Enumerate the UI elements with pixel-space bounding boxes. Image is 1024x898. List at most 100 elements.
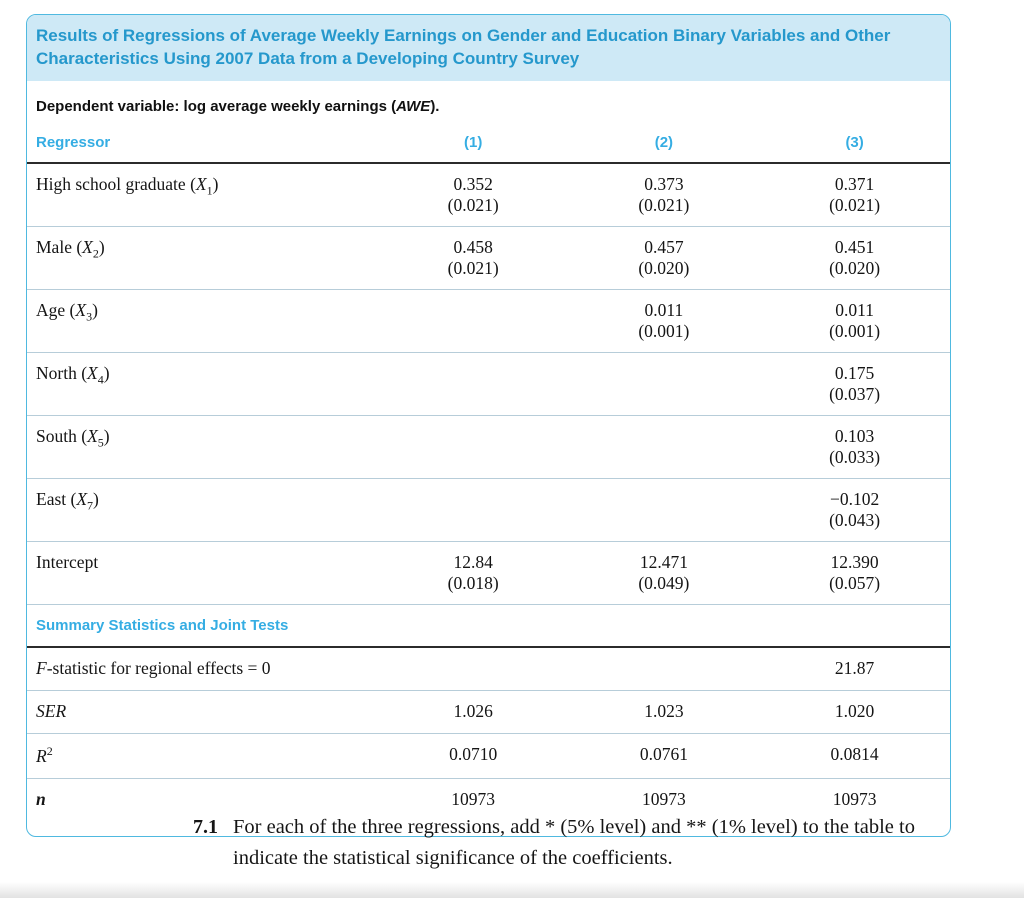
coefficient-cell: 0.457 (0.020) — [569, 226, 760, 289]
bottom-fade — [0, 882, 1024, 898]
column-header-3: (3) — [845, 133, 864, 151]
summary-row: R2 0.0710 0.0761 0.0814 — [27, 733, 950, 778]
coefficient-value: 0.011 — [644, 299, 684, 320]
coefficient-cell: 0.352 (0.021) — [378, 163, 569, 227]
table-row: Age (X3) 0.011 (0.001) 0.011 (0.001) — [27, 289, 950, 352]
statistic-label: n — [36, 788, 46, 809]
statistic-value: 10973 — [451, 788, 496, 809]
standard-error: (0.037) — [829, 383, 881, 404]
table-title: Results of Regressions of Average Weekly… — [27, 15, 950, 81]
standard-error: (0.020) — [829, 257, 881, 278]
coefficient-value: 12.84 — [453, 551, 493, 572]
table-row: Intercept 12.84 (0.018) 12.471 (0.049) 12.390… — [27, 541, 950, 604]
regressor-label: North (X4) — [36, 362, 110, 387]
standard-error: (0.001) — [829, 320, 881, 341]
dependent-variable-note: Dependent variable: log average weekly e… — [36, 98, 950, 115]
exercise-text: For each of the three regressions, add *… — [233, 816, 915, 869]
coefficient-cell — [569, 478, 760, 541]
standard-error: (0.021) — [638, 194, 690, 215]
regressor-label: South (X5) — [36, 425, 110, 450]
statistic-value: 21.87 — [834, 657, 875, 678]
coefficient-value: 0.175 — [834, 362, 875, 383]
coefficient-cell: 0.011 (0.001) — [759, 289, 950, 352]
coefficient-value: 0.011 — [835, 299, 874, 320]
table-row: East (X7) −0.102 (0.043) — [27, 478, 950, 541]
coefficient-value: 12.390 — [830, 551, 879, 572]
coefficient-cell: 0.451 (0.020) — [759, 226, 950, 289]
table-row: Male (X2) 0.458 (0.021) 0.457 (0.020) 0.451 (0… — [27, 226, 950, 289]
standard-error: (0.001) — [638, 320, 690, 341]
dependent-variable-prefix: Dependent variable: log average weekly e… — [36, 97, 397, 115]
statistic-value: 0.0761 — [639, 743, 688, 764]
regressor-label: High school graduate (X1) — [36, 173, 219, 198]
exercise-number: 7.1 — [193, 816, 218, 838]
coefficient-cell: 0.175 (0.037) — [759, 352, 950, 415]
dependent-variable-suffix: ). — [430, 97, 440, 115]
regression-table: Regressor (1) (2) (3) High school gradua… — [27, 115, 950, 836]
regressor-label: Intercept — [36, 551, 99, 572]
statistic-value: 0.0710 — [449, 743, 498, 764]
statistic-value: 1.020 — [834, 700, 875, 721]
coefficient-value: 0.352 — [453, 173, 493, 194]
exercise-item: 7.1 For each of the three regressions, a… — [193, 812, 959, 874]
coefficient-cell: 0.011 (0.001) — [569, 289, 760, 352]
statistic-label: R2 — [36, 743, 53, 766]
coefficient-value: 0.371 — [834, 173, 875, 194]
coefficient-value: 12.471 — [639, 551, 688, 572]
summary-heading-row: Summary Statistics and Joint Tests — [27, 603, 950, 648]
statistic-value: 10973 — [642, 788, 686, 809]
coefficient-cell: 0.373 (0.021) — [569, 163, 760, 227]
coefficient-cell — [569, 352, 760, 415]
coefficient-cell: 12.84 (0.018) — [378, 541, 569, 604]
coefficient-value: 0.458 — [453, 236, 493, 257]
standard-error: (0.043) — [829, 509, 881, 530]
coefficient-cell: 12.390 (0.057) — [759, 541, 950, 604]
coefficient-cell — [378, 415, 569, 478]
regressor-label: Male (X2) — [36, 236, 105, 261]
standard-error: (0.057) — [829, 572, 881, 593]
coefficient-value: −0.102 — [829, 488, 880, 509]
statistic-value — [378, 647, 569, 691]
regression-results-panel: Results of Regressions of Average Weekly… — [26, 14, 951, 837]
coefficient-cell: −0.102 (0.043) — [759, 478, 950, 541]
coefficient-value: 0.457 — [644, 236, 684, 257]
regressor-label: East (X7) — [36, 488, 99, 513]
statistic-value: 0.0814 — [830, 743, 879, 764]
regressor-column-header: Regressor — [36, 133, 111, 151]
summary-row: SER 1.026 1.023 1.020 — [27, 690, 950, 733]
coefficient-cell: 0.103 (0.033) — [759, 415, 950, 478]
coefficient-cell: 12.471 (0.049) — [569, 541, 760, 604]
statistic-value: 1.023 — [644, 700, 684, 721]
statistic-label: SER — [36, 700, 67, 721]
standard-error: (0.021) — [447, 194, 499, 215]
coefficient-cell — [378, 289, 569, 352]
coefficient-value: 0.451 — [834, 236, 875, 257]
column-header-2: (2) — [654, 133, 674, 151]
summary-heading: Summary Statistics and Joint Tests — [27, 603, 950, 648]
coefficient-value: 0.103 — [834, 425, 875, 446]
statistic-value — [569, 647, 760, 691]
summary-row: F-statistic for regional effects = 0 21.8… — [27, 647, 950, 691]
standard-error: (0.018) — [447, 572, 499, 593]
coefficient-cell — [378, 478, 569, 541]
dependent-variable-symbol: AWE — [396, 97, 431, 115]
statistic-value: 10973 — [832, 788, 877, 809]
coefficient-cell — [378, 352, 569, 415]
coefficient-value: 0.373 — [644, 173, 684, 194]
regressor-label: Age (X3) — [36, 299, 98, 324]
standard-error: (0.020) — [638, 257, 690, 278]
standard-error: (0.033) — [829, 446, 881, 467]
table-header-row: Regressor (1) (2) (3) — [27, 115, 950, 163]
standard-error: (0.021) — [447, 257, 499, 278]
standard-error: (0.049) — [638, 572, 690, 593]
table-row: North (X4) 0.175 (0.037) — [27, 352, 950, 415]
coefficient-cell: 0.458 (0.021) — [378, 226, 569, 289]
statistic-value: 1.026 — [453, 700, 493, 721]
statistic-label: F-statistic for regional effects = 0 — [36, 657, 271, 678]
column-header-1: (1) — [463, 133, 483, 151]
coefficient-cell — [569, 415, 760, 478]
coefficient-cell: 0.371 (0.021) — [759, 163, 950, 227]
panel-body: Dependent variable: log average weekly e… — [27, 98, 950, 836]
table-row: South (X5) 0.103 (0.033) — [27, 415, 950, 478]
summary-row: n 10973 10973 10973 — [27, 778, 950, 836]
